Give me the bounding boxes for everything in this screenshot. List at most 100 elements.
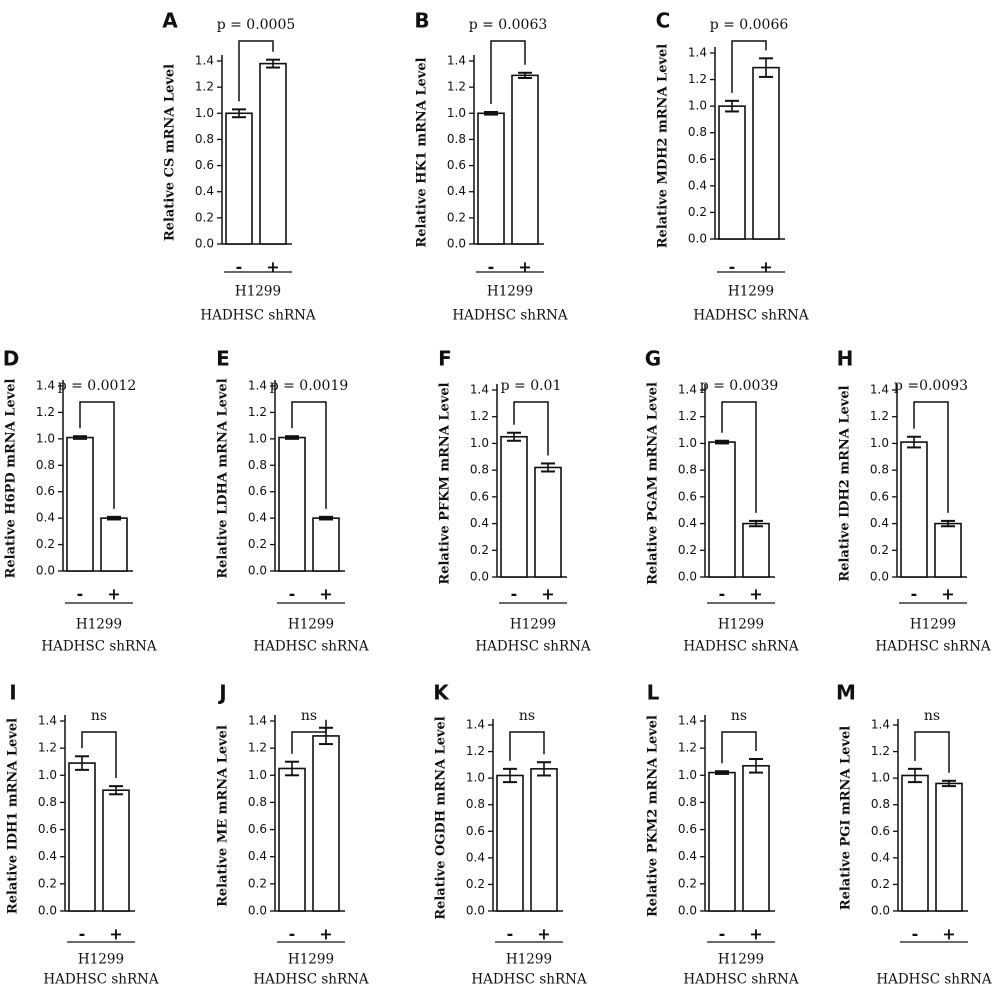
significance-bracket	[721, 401, 757, 513]
panel-letter: G	[645, 347, 661, 371]
y-tick-label: 0.6	[678, 489, 697, 503]
y-tick-label: 0.2	[678, 876, 697, 890]
panel-letter: J	[217, 681, 226, 705]
group-label: H1299	[506, 952, 552, 968]
panel-k: K 0.0 0.2 0.4 0.6 0.8 1.0 1.2 1.4 Relative OGDH m…	[433, 681, 587, 988]
p-value-label: p = 0.0012	[58, 378, 137, 394]
x-category-label: +	[109, 925, 122, 944]
y-tick-label: 1.4	[678, 714, 697, 728]
y-tick-label: 1.4	[447, 54, 466, 68]
y-tick-label: 1.4	[36, 379, 55, 393]
group-label: H1299	[718, 952, 764, 968]
group-label: H1299	[728, 284, 774, 300]
x-category-label: +	[749, 585, 762, 604]
y-axis-label: Relative OGDH mRNA Level	[434, 716, 449, 920]
treatment-label: HADHSC shRNA	[253, 972, 369, 988]
bar	[534, 466, 562, 578]
panel-letter: I	[9, 681, 16, 705]
y-tick-label: 0.2	[195, 210, 214, 224]
treatment-label: HADHSC shRNA	[200, 308, 316, 324]
group-label: H1299	[76, 617, 122, 633]
y-tick-label: 0.2	[871, 877, 890, 891]
y-tick-label: 0.8	[871, 797, 890, 811]
x-category-label: +	[941, 585, 954, 604]
panel-d: D 0.0 0.2 0.4 0.6 0.8 1.0 1.2 1.4 Relative H6PD m…	[3, 347, 157, 655]
y-tick-label: 0.0	[36, 564, 55, 578]
significance-bracket	[731, 40, 767, 93]
significance-bracket	[509, 731, 545, 761]
bar	[225, 112, 253, 245]
p-value-label: ns	[519, 708, 535, 724]
panel-letter: K	[433, 681, 450, 705]
y-tick-label: 0.4	[248, 511, 267, 525]
significance-bracket	[914, 731, 950, 773]
y-tick-label: 0.0	[38, 904, 57, 918]
y-axis-label: Relative LDHA mRNA Level	[216, 378, 231, 578]
y-tick-label: 0.6	[678, 822, 697, 836]
y-tick-label: 0.4	[870, 516, 889, 530]
panel-i: I 0.0 0.2 0.4 0.6 0.8 1.0 1.2 1.4 Relative IDH1 m…	[6, 681, 159, 988]
y-tick-label: 0.2	[870, 543, 889, 557]
x-category-label: -	[289, 925, 296, 944]
x-category-label: -	[511, 585, 518, 604]
y-tick-label: 0.2	[248, 537, 267, 551]
y-tick-label: 1.0	[466, 771, 485, 785]
y-tick-label: 0.2	[466, 877, 485, 891]
y-tick-label: 0.0	[195, 237, 214, 251]
x-category-label: -	[488, 258, 495, 277]
y-tick-label: 1.4	[688, 46, 707, 60]
significance-bracket	[291, 401, 327, 509]
y-tick-label: 0.0	[466, 904, 485, 918]
y-tick-label: 1.0	[447, 106, 466, 120]
panel-letter: B	[414, 9, 429, 33]
panel-letter: E	[216, 347, 230, 371]
y-tick-label: 0.6	[248, 484, 267, 498]
y-tick-label: 0.0	[248, 904, 267, 918]
treatment-label: HADHSC shRNA	[475, 639, 591, 655]
y-tick-label: 1.2	[38, 741, 57, 755]
y-tick-label: 0.6	[248, 822, 267, 836]
y-tick-label: 1.4	[466, 718, 485, 732]
y-tick-label: 1.0	[38, 768, 57, 782]
panel-letter: F	[438, 347, 452, 371]
x-category-label: -	[912, 925, 919, 944]
y-tick-label: 0.0	[870, 570, 889, 584]
y-tick-label: 0.6	[38, 822, 57, 836]
y-tick-label: 1.0	[248, 768, 267, 782]
group-label: H1299	[78, 952, 124, 968]
y-tick-label: 0.8	[38, 795, 57, 809]
x-category-label: -	[77, 585, 84, 604]
group-label: H1299	[910, 617, 956, 633]
bar	[718, 105, 746, 240]
bar	[708, 771, 736, 912]
treatment-label: HADHSC shRNA	[693, 308, 809, 324]
treatment-label: HADHSC shRNA	[41, 639, 157, 655]
x-category-label: -	[507, 925, 514, 944]
y-tick-label: 0.0	[871, 904, 890, 918]
x-category-label: -	[236, 258, 243, 277]
bar	[511, 74, 539, 245]
panel-letter: M	[836, 681, 856, 705]
y-tick-label: 0.4	[678, 849, 697, 863]
y-axis-label: Relative H6PD mRNA Level	[4, 379, 19, 579]
y-tick-label: 1.0	[688, 99, 707, 113]
y-tick-label: 0.4	[871, 850, 890, 864]
x-category-label: -	[719, 925, 726, 944]
y-tick-label: 1.2	[871, 744, 890, 758]
y-tick-label: 0.6	[36, 484, 55, 498]
y-tick-label: 1.4	[870, 383, 889, 397]
treatment-label: HADHSC shRNA	[683, 972, 799, 988]
x-category-label: +	[319, 925, 332, 944]
x-category-label: +	[518, 258, 531, 277]
y-tick-label: 1.4	[248, 714, 267, 728]
y-tick-label: 0.0	[470, 570, 489, 584]
bar	[742, 764, 770, 912]
y-tick-label: 1.2	[678, 741, 697, 755]
y-axis-label: Relative IDH2 mRNA Level	[838, 385, 853, 581]
significance-bracket	[238, 40, 274, 102]
y-tick-label: 0.8	[248, 458, 267, 472]
bar	[742, 522, 770, 578]
y-tick-label: 1.0	[36, 431, 55, 445]
panel-j: J 0.0 0.2 0.4 0.6 0.8 1.0 1.2 1.4 Relative ME mRN…	[216, 681, 369, 988]
p-value-label: p = 0.0039	[700, 378, 779, 394]
